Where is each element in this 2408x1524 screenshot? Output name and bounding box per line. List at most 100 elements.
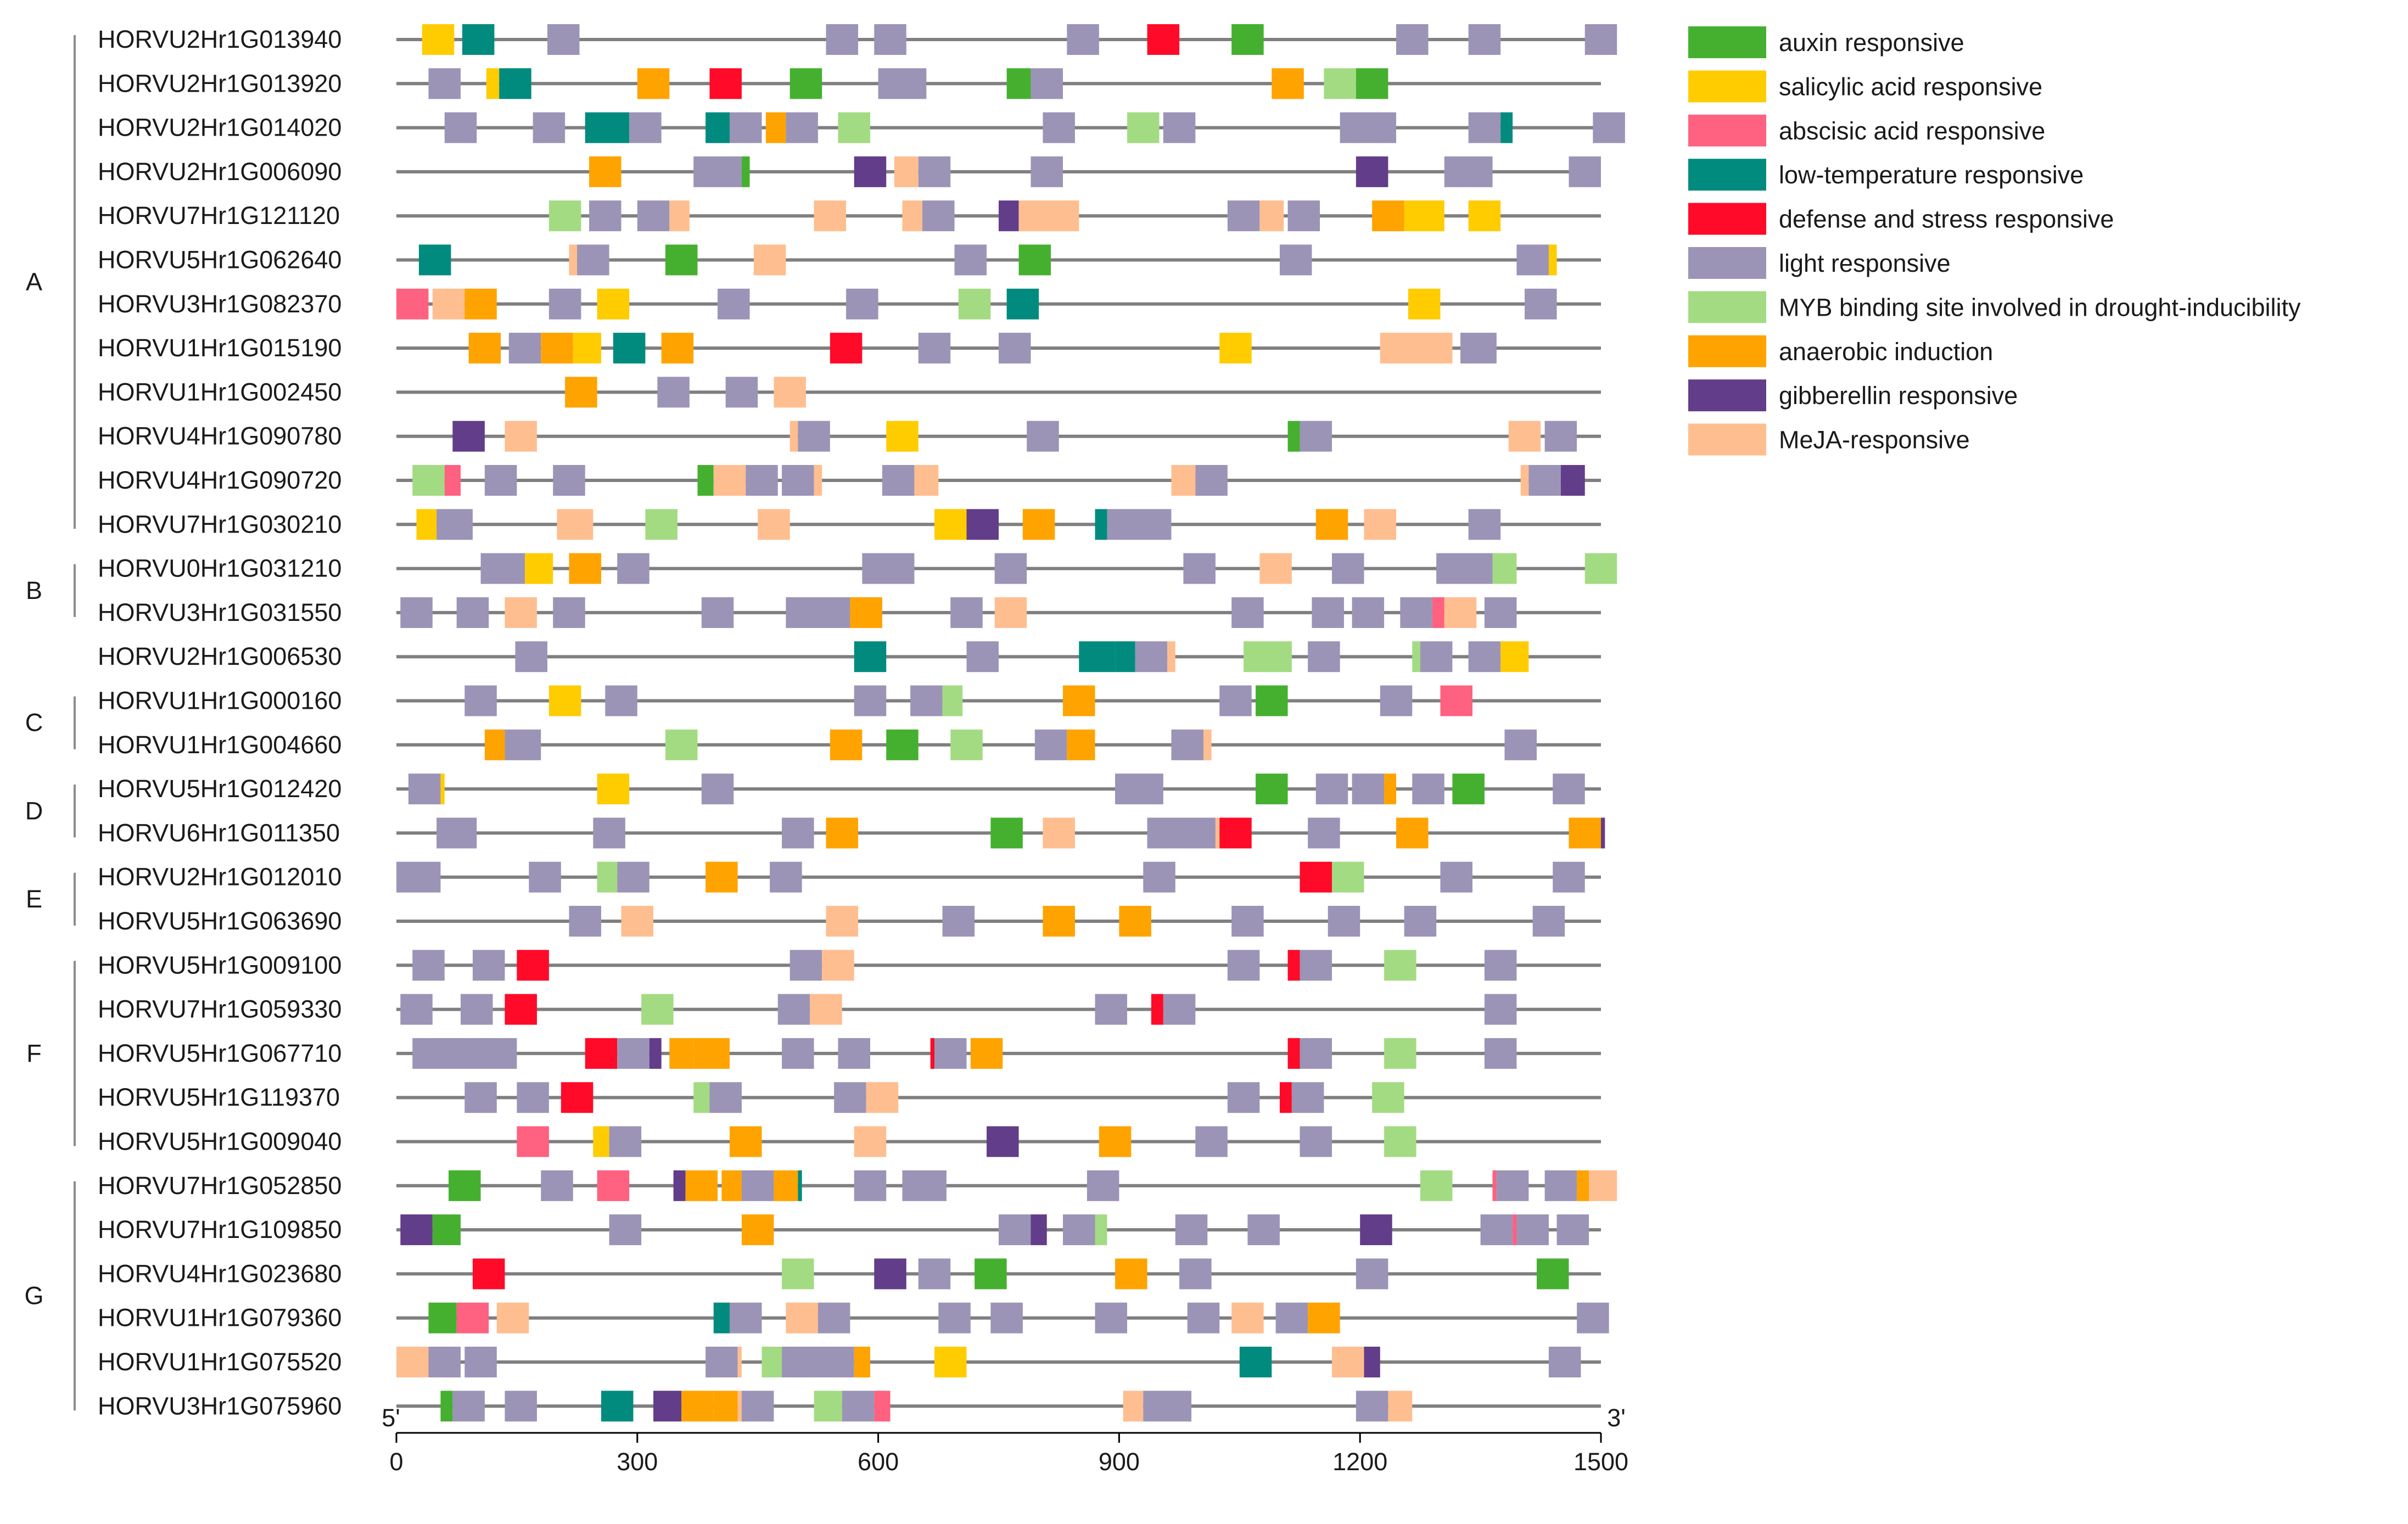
- gene-row: HORVU3Hr1G082370: [98, 288, 1601, 320]
- cis-element-lig: [918, 1258, 951, 1290]
- cis-element-mej: [505, 597, 537, 628]
- cis-element-myb: [942, 685, 963, 716]
- cis-element-aba: [597, 1170, 630, 1201]
- cis-element-lig: [452, 1391, 485, 1422]
- cis-element-lig: [1291, 1082, 1324, 1113]
- cis-element-lig: [1043, 112, 1075, 143]
- cis-element-lig: [874, 24, 906, 55]
- cis-element-lig: [412, 1038, 517, 1069]
- gene-row: HORVU7Hr1G121120: [98, 200, 1601, 232]
- cis-element-lig: [718, 288, 750, 320]
- cis-element-lig: [464, 1082, 497, 1113]
- cis-element-aba: [396, 288, 429, 320]
- cis-element-def: [1287, 1038, 1300, 1069]
- cis-element-lig: [999, 333, 1031, 364]
- cis-element-lig: [553, 465, 585, 496]
- cis-element-lig: [990, 1302, 1023, 1334]
- cis-element-gib: [1601, 817, 1605, 849]
- cis-element-lig: [1227, 200, 1260, 232]
- cis-element-lig: [1300, 421, 1332, 452]
- cis-element-mej: [1520, 465, 1529, 496]
- cis-element-aba: [456, 1302, 489, 1334]
- cis-element-lig: [1027, 421, 1059, 452]
- cis-element-low: [418, 244, 451, 276]
- legend: auxin responsive salicylic acid responsiv…: [1688, 26, 2301, 456]
- cis-element-lig: [1279, 244, 1312, 276]
- cis-element-sal: [886, 421, 919, 452]
- cis-element-low: [1239, 1347, 1272, 1377]
- cis-element-ana: [1063, 685, 1095, 716]
- cis-element-lig: [878, 68, 927, 99]
- gene-row: HORVU5Hr1G063690: [98, 906, 1601, 937]
- cis-element-myb: [693, 1082, 710, 1113]
- gene-label: HORVU6Hr1G011350: [98, 819, 340, 847]
- cis-element-lig: [730, 112, 762, 143]
- legend-item: MYB binding site involved in drought-ind…: [1688, 291, 2301, 323]
- cis-element-lig: [617, 553, 649, 584]
- cis-element-mej: [753, 244, 786, 276]
- cis-element-mej: [569, 244, 578, 276]
- gene-row: HORVU7Hr1G109850: [98, 1214, 1601, 1246]
- cis-element-lig: [1308, 817, 1340, 849]
- cis-element-lig: [1231, 597, 1264, 628]
- cis-element-lig: [854, 1170, 887, 1201]
- cis-element-lig: [922, 200, 955, 232]
- group-label: G: [24, 1282, 43, 1310]
- cis-element-ana: [1115, 1258, 1147, 1290]
- cis-element-lig: [553, 597, 585, 628]
- cis-element-lig: [1396, 24, 1429, 55]
- cis-element-aux: [1256, 685, 1288, 716]
- cis-element-ana: [685, 1170, 718, 1201]
- cis-element-lig: [1468, 641, 1501, 673]
- cis-element-mej: [1043, 817, 1075, 849]
- cis-element-lig: [1484, 597, 1517, 628]
- cis-element-myb: [548, 200, 581, 232]
- cis-element-low: [499, 68, 531, 99]
- cis-element-mej: [621, 906, 654, 937]
- gene-row: HORVU2Hr1G013940: [98, 24, 1617, 55]
- gene-label: HORVU2Hr1G013920: [98, 69, 341, 97]
- cis-element-lig: [741, 1391, 774, 1422]
- gene-label: HORVU3Hr1G031550: [98, 598, 341, 626]
- cis-element-sal: [1468, 200, 1501, 232]
- cis-element-sal: [597, 774, 630, 805]
- cis-element-def: [709, 68, 742, 99]
- gene-label: HORVU1Hr1G079360: [98, 1304, 341, 1332]
- cis-element-lig: [505, 729, 541, 760]
- cis-element-myb: [1384, 1126, 1416, 1157]
- cis-element-lig: [918, 156, 951, 187]
- cis-element-sal: [573, 333, 601, 364]
- gene-label: HORVU2Hr1G012010: [98, 863, 341, 891]
- cis-element-low: [1115, 641, 1135, 673]
- cis-element-lig: [456, 597, 489, 628]
- cis-element-lig: [508, 333, 541, 364]
- cis-element-gib: [987, 1126, 1019, 1157]
- gene-row: HORVU4Hr1G090720: [98, 465, 1601, 496]
- cis-element-mej: [822, 950, 854, 981]
- cis-element-mej: [396, 1347, 429, 1377]
- gene-label: HORVU5Hr1G067710: [98, 1039, 341, 1067]
- cis-element-mej: [1203, 729, 1212, 760]
- cis-element-lig: [1183, 553, 1216, 584]
- legend-item: gibberellin responsive: [1688, 379, 2018, 412]
- cis-element-lig: [693, 156, 742, 187]
- cis-element-lig: [1420, 641, 1453, 673]
- gene-row: HORVU4Hr1G023680: [98, 1258, 1601, 1290]
- gene-label: HORVU5Hr1G119370: [98, 1083, 340, 1111]
- cis-element-ana: [1022, 509, 1055, 540]
- gene-label: HORVU0Hr1G031210: [98, 554, 341, 582]
- cis-element-low: [798, 1170, 802, 1201]
- cis-element-mej: [557, 509, 593, 540]
- gene-label: HORVU5Hr1G063690: [98, 907, 341, 935]
- cis-element-aux: [428, 1302, 457, 1334]
- cis-element-low: [713, 1302, 730, 1334]
- cis-element-gib: [854, 156, 887, 187]
- cis-element-lig: [428, 1347, 461, 1377]
- cis-element-lig: [1404, 906, 1437, 937]
- cis-element-ana: [1315, 509, 1348, 540]
- cis-element-lig: [705, 1347, 738, 1377]
- cis-element-mej: [1380, 333, 1453, 364]
- cis-element-lig: [1468, 509, 1501, 540]
- cis-element-lig: [1556, 1214, 1589, 1246]
